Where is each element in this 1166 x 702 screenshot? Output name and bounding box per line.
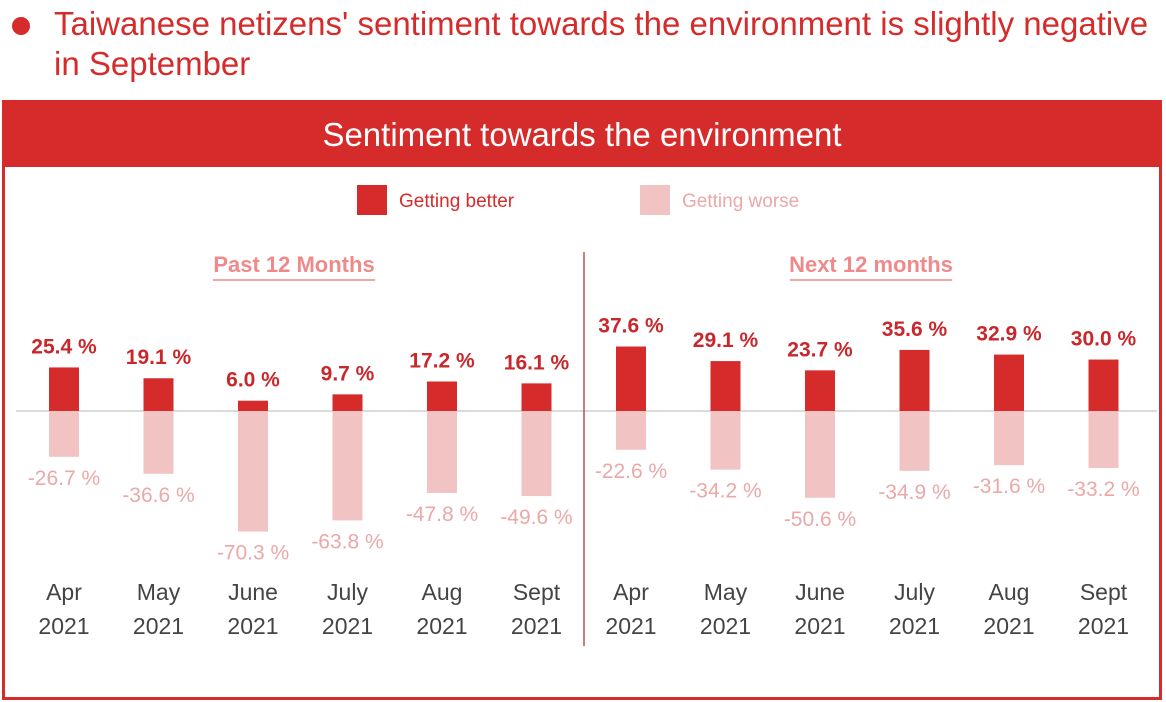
x-tick-month: June	[795, 579, 845, 605]
bar-worse	[1088, 411, 1119, 468]
data-label-better: 19.1 %	[126, 346, 192, 369]
bar-worse	[49, 411, 79, 457]
chart-panel: Sentiment towards the environment	[2, 100, 1162, 700]
x-tick-month: May	[137, 579, 181, 605]
legend-label-worse: Getting worse	[682, 191, 799, 212]
data-label-worse: -70.3 %	[217, 542, 289, 565]
bar-worse	[710, 411, 741, 470]
x-tick-year: 2021	[416, 613, 467, 639]
bar-worse	[899, 411, 930, 471]
headline-text: Taiwanese netizens' sentiment towards th…	[54, 5, 1149, 82]
bar-better	[899, 349, 930, 411]
x-tick-year: 2021	[889, 613, 940, 639]
bar-worse	[238, 411, 268, 532]
data-label-better: 32.9 %	[976, 323, 1042, 346]
data-label-better: 30.0 %	[1071, 328, 1137, 351]
data-label-worse: -63.8 %	[311, 530, 383, 553]
bar-worse	[616, 411, 646, 450]
bar-better	[143, 378, 174, 411]
bar-better	[332, 394, 363, 411]
data-label-worse: -22.6 %	[595, 460, 667, 483]
bar-worse	[805, 411, 835, 498]
bar-worse	[994, 411, 1024, 466]
x-tick-year: 2021	[794, 613, 845, 639]
headline: Taiwanese netizens' sentiment towards th…	[12, 4, 1152, 84]
x-tick-month: July	[327, 579, 368, 605]
bar-better	[616, 346, 646, 411]
bar-worse	[427, 411, 457, 493]
bar-better	[427, 381, 457, 411]
x-tick-year: 2021	[38, 613, 89, 639]
panel-header: Sentiment towards the environment	[5, 103, 1159, 167]
x-tick-year: 2021	[605, 613, 656, 639]
data-label-worse: -31.6 %	[973, 475, 1045, 498]
data-label-worse: -34.2 %	[689, 480, 761, 503]
x-tick-month: Apr	[613, 579, 649, 605]
bar-worse	[332, 411, 363, 521]
x-tick-year: 2021	[227, 613, 278, 639]
x-tick-month: Apr	[46, 579, 82, 605]
x-tick-month: May	[704, 579, 748, 605]
x-tick-year: 2021	[983, 613, 1034, 639]
data-label-worse: -47.8 %	[406, 503, 478, 526]
bar-better	[238, 400, 268, 411]
x-tick-month: Aug	[989, 579, 1030, 605]
bar-better	[994, 354, 1024, 411]
x-tick-month: June	[228, 579, 278, 605]
bar-better	[710, 361, 741, 411]
bar-worse	[521, 411, 552, 497]
x-tick-year: 2021	[700, 613, 751, 639]
data-label-better: 35.6 %	[882, 318, 948, 341]
data-label-worse: -36.6 %	[122, 484, 194, 507]
panel-title: Sentiment towards the environment	[322, 116, 842, 153]
x-tick-month: July	[894, 579, 935, 605]
data-label-worse: -34.9 %	[878, 481, 950, 504]
section-title-1: Next 12 months	[789, 252, 953, 277]
data-label-worse: -33.2 %	[1067, 478, 1139, 501]
legend-label-better: Getting better	[399, 191, 515, 212]
data-label-worse: -50.6 %	[784, 508, 856, 531]
x-tick-year: 2021	[133, 613, 184, 639]
data-label-better: 29.1 %	[693, 329, 759, 352]
data-label-worse: -49.6 %	[500, 506, 572, 529]
x-tick-month: Aug	[422, 579, 463, 605]
data-label-better: 25.4 %	[31, 335, 97, 358]
section-title-0: Past 12 Months	[213, 252, 374, 277]
legend-swatch-better	[357, 185, 387, 215]
data-label-better: 6.0 %	[226, 369, 280, 392]
bar-better	[805, 370, 835, 411]
legend-swatch-worse	[640, 185, 670, 215]
data-label-worse: -26.7 %	[28, 467, 100, 490]
data-label-better: 17.2 %	[409, 350, 475, 373]
data-label-better: 9.7 %	[321, 362, 375, 385]
x-tick-month: Sept	[513, 579, 561, 605]
x-tick-year: 2021	[511, 613, 562, 639]
x-tick-year: 2021	[1078, 613, 1129, 639]
bullet-icon	[12, 17, 30, 35]
data-label-better: 16.1 %	[504, 351, 570, 374]
data-label-better: 37.6 %	[598, 315, 664, 338]
bar-worse	[143, 411, 174, 474]
x-tick-year: 2021	[322, 613, 373, 639]
bar-better	[521, 383, 552, 411]
bar-better	[49, 367, 79, 411]
data-label-better: 23.7 %	[787, 338, 853, 361]
bar-better	[1088, 359, 1119, 411]
x-tick-month: Sept	[1080, 579, 1128, 605]
